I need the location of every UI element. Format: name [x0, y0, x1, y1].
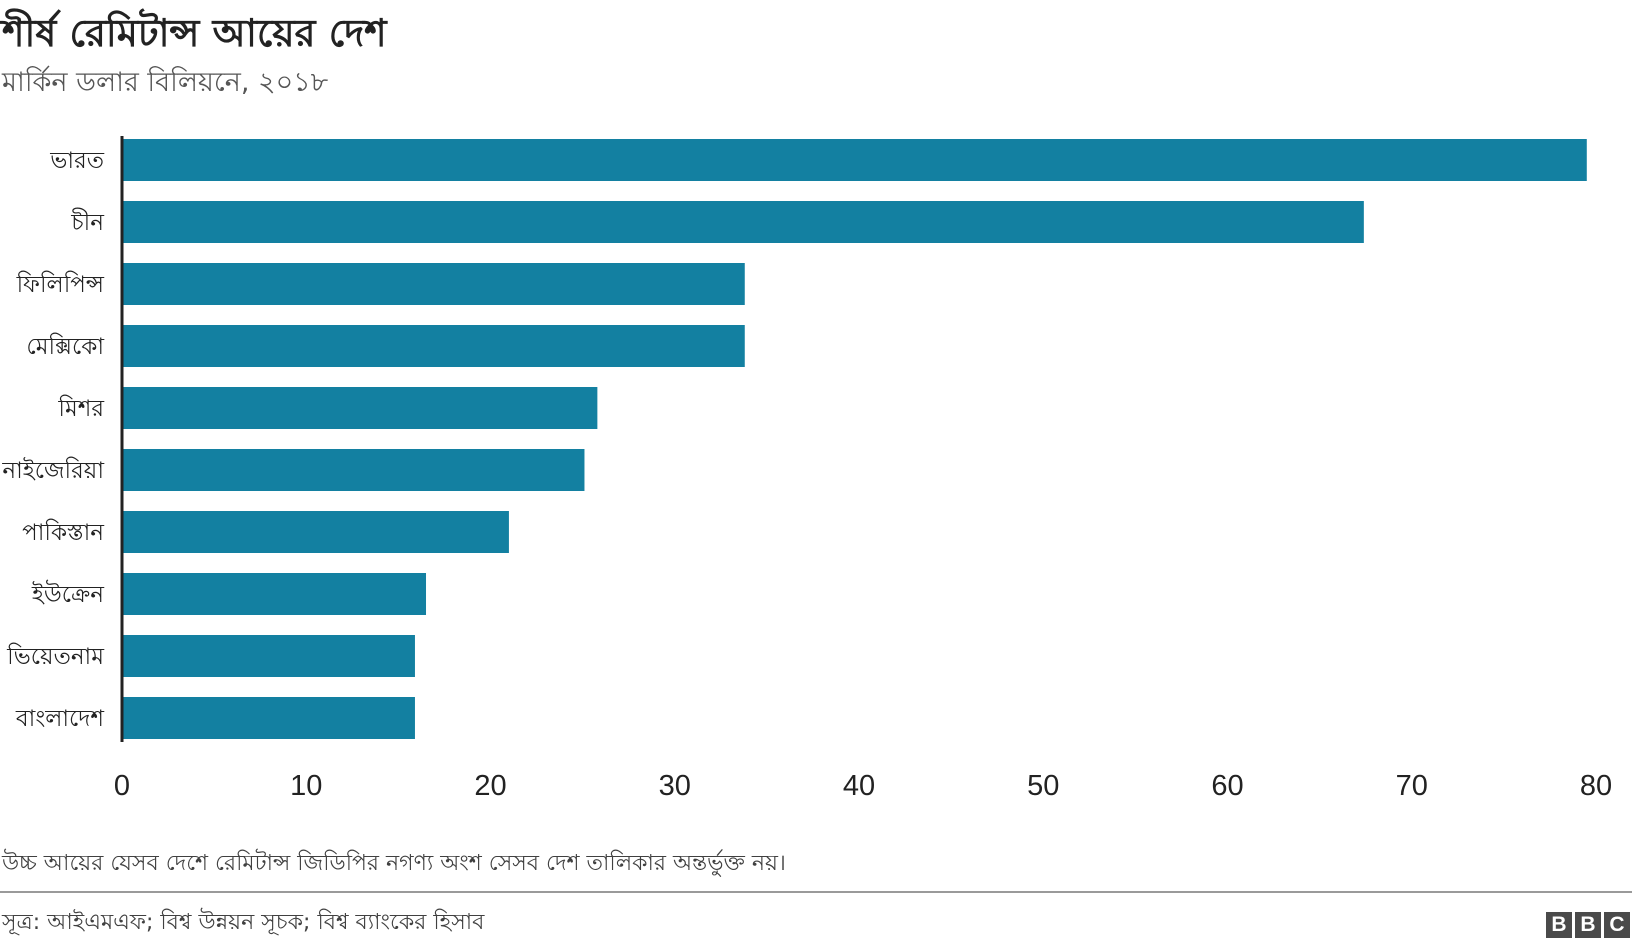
bar-4: [122, 325, 745, 367]
category-label-6: নাইজেরিয়া: [1, 457, 104, 484]
category-label-1: ভারত: [49, 148, 104, 174]
bbc-logo-letter-1: B: [1546, 912, 1572, 938]
bar-2: [122, 201, 1364, 243]
source-text: সূত্র: আইএমএফ; বিশ্ব উন্নয়ন সূচক; বিশ্ব…: [2, 910, 485, 935]
chart-title: শীর্ষ রেমিটান্স আয়ের দেশ: [2, 11, 387, 55]
category-label-7: পাকিস্তান: [22, 519, 105, 546]
chart-note: উচ্চ আয়ের যেসব দেশে রেমিটান্স জিডিপির ন…: [2, 851, 786, 876]
bar-chart: ভারত চীন ফিলিপিন্স মেক্সিকো মিশর নাইজেরিয়া পা…: [1, 136, 1612, 802]
bbc-logo-letter-3: C: [1604, 912, 1630, 938]
bar-7: [122, 511, 509, 553]
x-tick-label-40: 40: [843, 770, 875, 802]
bar-5: [122, 387, 598, 429]
category-label-2: চীন: [70, 208, 105, 236]
bar-3: [122, 263, 745, 305]
bar-9: [122, 635, 415, 677]
x-tick-label-10: 10: [290, 770, 322, 802]
x-tick-label-0: 0: [114, 770, 130, 802]
category-label-3: ফিলিপিন্স: [16, 271, 105, 298]
x-tick-label-20: 20: [474, 770, 506, 802]
x-tick-label-50: 50: [1027, 770, 1059, 802]
bar-6: [122, 449, 585, 491]
x-tick-label-60: 60: [1211, 770, 1243, 802]
bbc-logo-letter-2: B: [1575, 912, 1601, 938]
category-label-8: ইউক্রেন: [31, 580, 105, 608]
category-label-4: মেক্সিকো: [26, 333, 104, 360]
bar-8: [122, 573, 427, 615]
x-tick-label-80: 80: [1580, 770, 1612, 802]
footer-divider: [0, 891, 1632, 893]
bar-1: [122, 139, 1587, 181]
category-label-9: ভিয়েতনাম: [6, 643, 105, 670]
category-label-5: মিশর: [57, 395, 104, 422]
x-tick-label-30: 30: [659, 770, 691, 802]
x-tick-label-70: 70: [1396, 770, 1428, 802]
category-label-10: বাংলাদেশ: [15, 706, 105, 732]
bbc-logo: B B C: [1546, 912, 1630, 938]
chart-subtitle: মার্কিন ডলার বিলিয়নে, ২০১৮: [2, 67, 329, 98]
bar-10: [122, 697, 415, 739]
